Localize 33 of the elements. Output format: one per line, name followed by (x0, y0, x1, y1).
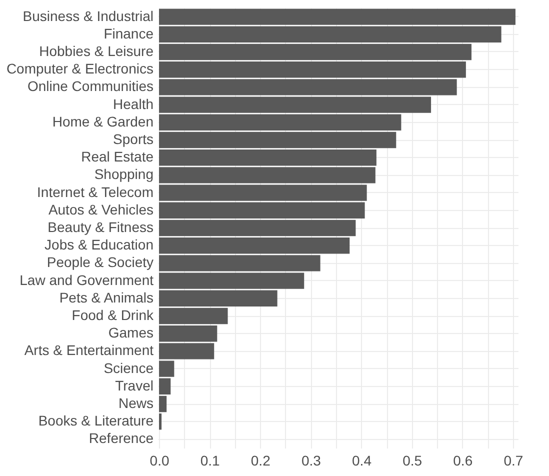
y-tick-label: Health (113, 96, 154, 112)
y-tick-label: Law and Government (20, 272, 154, 288)
x-tick-label: 0.0 (150, 452, 170, 468)
y-tick-label: People & Society (46, 254, 154, 270)
y-tick-label: Travel (115, 377, 154, 394)
y-tick-label: Arts & Entertainment (24, 342, 154, 358)
x-tick-label: 0.6 (453, 452, 473, 468)
y-tick-label: Jobs & Education (44, 236, 154, 253)
x-tick-label: 0.1 (200, 452, 220, 468)
y-tick-label: Computer & Electronics (6, 60, 154, 77)
y-tick-label: Hobbies & Leisure (39, 43, 154, 59)
y-tick-label: Finance (104, 25, 154, 42)
x-tick-label: 0.5 (402, 452, 422, 468)
y-tick-label: Autos & Vehicles (48, 201, 154, 218)
y-tick-label: Internet & Telecom (37, 184, 154, 200)
y-tick-label: Home & Garden (52, 113, 154, 130)
y-tick-label: Business & Industrial (22, 8, 154, 24)
y-tick-label: Beauty & Fitness (48, 219, 154, 235)
y-tick-label: Books & Literature (38, 412, 154, 429)
x-tick-label: 0.7 (504, 452, 524, 468)
y-tick-label: Science (104, 360, 154, 376)
y-tick-label: News (118, 395, 154, 411)
y-tick-label: Shopping (94, 166, 154, 182)
y-tick-label: Games (108, 324, 154, 341)
y-tick-label: Online Communities (27, 78, 154, 94)
y-tick-label: Sports (113, 131, 154, 147)
y-tick-label: Pets & Animals (59, 289, 154, 306)
x-tick-label: 0.3 (301, 452, 322, 468)
y-tick-label: Real Estate (81, 148, 154, 165)
x-tick-label: 0.2 (250, 452, 271, 468)
x-tick-label: 0.4 (352, 452, 372, 468)
y-tick-label: Reference (88, 430, 154, 446)
y-tick-label: Food & Drink (72, 307, 154, 323)
